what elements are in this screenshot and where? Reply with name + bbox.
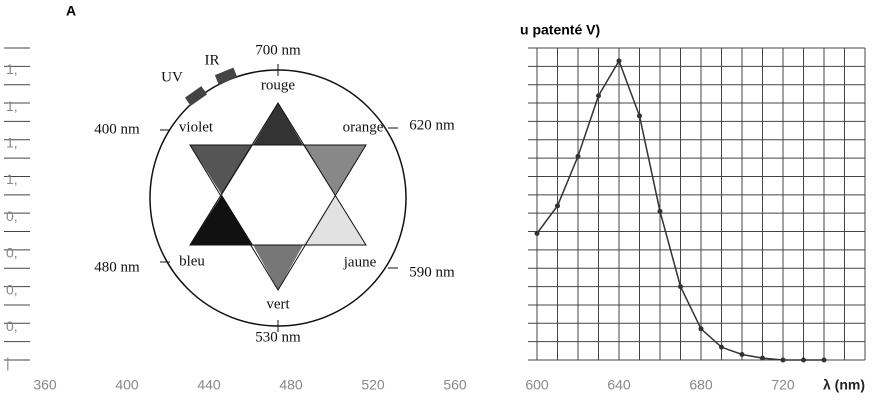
corner-label: A (66, 3, 76, 19)
x-tick-label: 720 (771, 377, 795, 393)
color-label: violet (179, 119, 214, 135)
wavelength-label: 480 nm (94, 259, 140, 275)
color-label: jaune (343, 254, 377, 270)
x-tick-label: 560 (443, 377, 467, 393)
ir-label: IR (205, 52, 220, 68)
data-point (534, 230, 540, 236)
y-tick-label: 0, (6, 208, 18, 224)
x-tick-label: 600 (525, 377, 549, 393)
y-tick-label: 0, (6, 245, 18, 261)
sector-red (253, 103, 303, 145)
color-label: bleu (179, 253, 205, 269)
sector-blue (190, 195, 253, 245)
data-point (555, 203, 560, 209)
wheel-panel (30, 18, 528, 372)
sector-orange (303, 145, 366, 195)
data-point (596, 93, 601, 99)
wavelength-label: 530 nm (255, 329, 301, 345)
data-point (739, 351, 745, 357)
data-point (821, 357, 827, 363)
data-point (678, 284, 683, 290)
y-tick-label: 1, (6, 98, 18, 114)
y-tick-label: 1, (6, 171, 18, 187)
ir-band (214, 67, 238, 85)
x-tick-label: 640 (607, 377, 631, 393)
color-label: orange (343, 119, 384, 135)
wavelength-label: 620 nm (409, 117, 455, 133)
x-tick-label: 400 (115, 377, 139, 393)
wavelength-label: 400 nm (94, 121, 140, 137)
x-tick-label: 360 (33, 377, 57, 393)
x-tick-label: 480 (279, 377, 303, 393)
color-wheel: rouge orange jaune vert bleu violet 700 … (94, 42, 455, 345)
y-tick-label: 1, (6, 61, 18, 77)
sector-yellow (303, 195, 366, 245)
x-axis-label: λ (nm) (823, 377, 865, 393)
chart-title: u patenté V) (520, 22, 600, 38)
y-tick-label: | (6, 355, 10, 371)
data-point (657, 208, 663, 214)
uv-label: UV (161, 69, 183, 85)
sector-violet (190, 145, 253, 195)
data-point (719, 344, 724, 350)
data-point (575, 153, 581, 159)
wavelength-label: 590 nm (409, 264, 455, 280)
color-label: rouge (261, 77, 295, 93)
y-tick-label: 1, (6, 134, 18, 150)
color-label: vert (266, 296, 290, 312)
triangle-down (189, 144, 367, 291)
data-point (698, 326, 704, 332)
y-tick-label: 0, (6, 281, 18, 297)
data-point (637, 113, 642, 119)
data-point (780, 357, 786, 363)
data-point (760, 355, 765, 361)
uv-band (184, 86, 208, 106)
sector-green (253, 245, 303, 290)
data-point (616, 58, 622, 64)
x-tick-label: 520 (361, 377, 385, 393)
triangle-up (189, 102, 367, 246)
x-tick-label: 440 (197, 377, 221, 393)
x-tick-label: 680 (689, 377, 713, 393)
y-tick-label: 0, (6, 318, 18, 334)
wavelength-label: 700 nm (255, 42, 301, 58)
data-point (801, 357, 806, 363)
